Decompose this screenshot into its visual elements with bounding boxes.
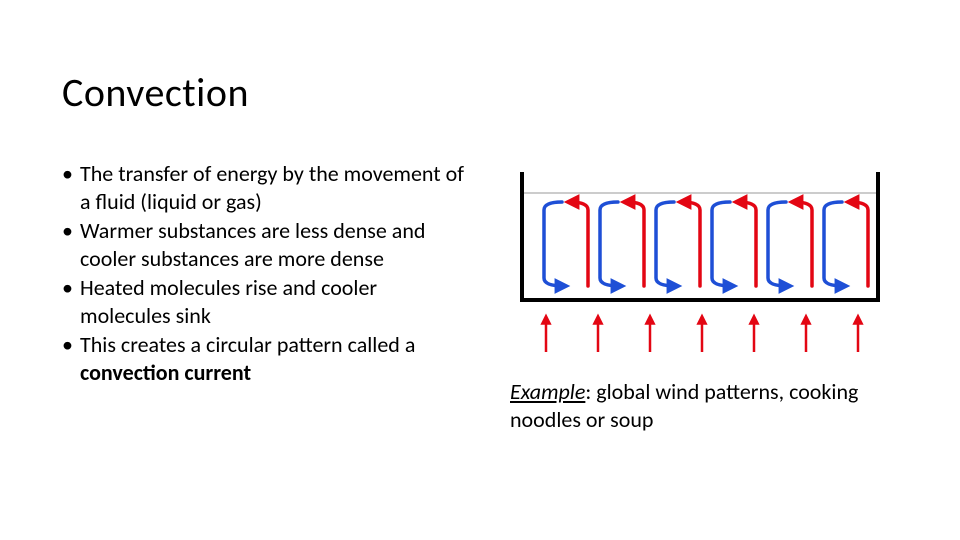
example-sep: : <box>585 378 596 405</box>
convection-diagram <box>510 160 890 355</box>
bullet-item: • This creates a circular pattern called… <box>62 331 472 386</box>
diagram-svg <box>510 160 890 355</box>
bullet-marker: • <box>62 331 80 359</box>
bullet-list: • The transfer of energy by the movement… <box>62 160 472 388</box>
example-label: Example <box>510 378 585 405</box>
bullet-text: The transfer of energy by the movement o… <box>80 160 472 215</box>
bullet-item: • Heated molecules rise and cooler molec… <box>62 274 472 329</box>
bullet-item: • Warmer substances are less dense and c… <box>62 217 472 272</box>
bullet-marker: • <box>62 274 80 302</box>
bullet-text: Warmer substances are less dense and coo… <box>80 217 472 272</box>
bullet-text-bold: convection current <box>80 359 251 386</box>
bullet-item: • The transfer of energy by the movement… <box>62 160 472 215</box>
slide: Convection • The transfer of energy by t… <box>0 0 960 540</box>
slide-title: Convection <box>62 68 249 117</box>
bullet-text: This creates a circular pattern called a… <box>80 331 472 386</box>
bullet-marker: • <box>62 217 80 245</box>
bullet-marker: • <box>62 160 80 188</box>
bullet-text: Heated molecules rise and cooler molecul… <box>80 274 472 329</box>
bullet-text-lead: This creates a circular pattern called a <box>80 331 415 358</box>
example-caption: Example: global wind patterns, cooking n… <box>510 378 890 433</box>
